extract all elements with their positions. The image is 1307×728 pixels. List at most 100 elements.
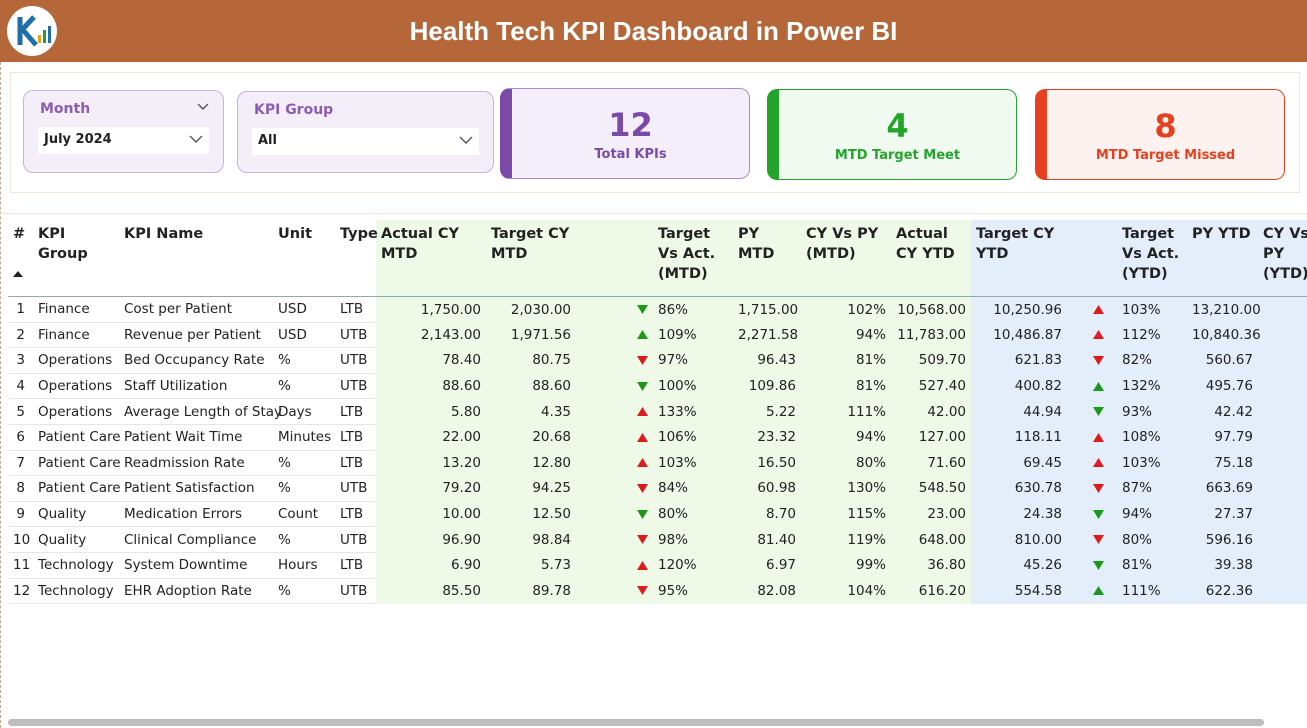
status-cell (576, 322, 653, 348)
column-header[interactable]: Target Vs Act. (YTD) (1117, 220, 1187, 297)
table-cell (1258, 373, 1307, 399)
table-cell (1258, 475, 1307, 502)
table-cell: LTB (335, 296, 376, 323)
table-row[interactable]: 1 Finance Cost per Patient USD LTB 1,750.00 2,… (8, 296, 1307, 323)
column-header[interactable]: Type (335, 220, 378, 297)
table-cell: 27.37 (1187, 501, 1258, 527)
column-header[interactable]: Target CY YTD (971, 220, 1067, 297)
column-header[interactable]: Target CY MTD (486, 220, 576, 297)
column-header[interactable]: Actual CY YTD (891, 220, 971, 297)
status-arrow (637, 381, 648, 391)
table-cell: Patient Care (33, 450, 121, 477)
status-cell (576, 347, 653, 374)
table-cell: 133% (653, 398, 733, 425)
table-cell: % (273, 475, 335, 502)
table-cell: Patient Care (33, 475, 121, 502)
table-cell: 109.86 (733, 373, 801, 399)
table-cell: 69.45 (971, 450, 1067, 476)
slicer: Month July 2024 (23, 90, 224, 173)
table-cell: % (273, 347, 335, 374)
column-header[interactable]: PY YTD (1187, 220, 1258, 297)
table-row[interactable]: 4 Operations Staff Utilization% UTB 88.60 88.… (8, 373, 1307, 400)
column-header[interactable]: Unit (273, 220, 335, 297)
status-cell (1067, 296, 1117, 323)
table-cell: 24.38 (971, 501, 1067, 527)
column-header[interactable]: # (8, 220, 33, 297)
table-cell: USD (273, 296, 335, 323)
table-cell: 13.20 (376, 450, 486, 476)
slicer-value: All (258, 133, 277, 148)
column-header[interactable]: CY Vs PY (YTD) (1258, 220, 1307, 297)
table-row[interactable]: 9 Quality Medication Errors Count LTB 10.00 12… (8, 501, 1307, 528)
column-header[interactable] (576, 220, 653, 297)
slicer-dropdown[interactable]: All (252, 128, 479, 155)
status-arrow (1093, 458, 1104, 468)
table-cell: 109% (653, 322, 733, 348)
table-cell: Bed Occupancy Rate (119, 347, 273, 374)
table-cell: USD (273, 322, 335, 349)
table-cell: 554.58 (971, 578, 1067, 604)
table-row[interactable]: 12 Technology EHR Adoption Rate% UTB 85.50 89… (8, 578, 1307, 605)
status-cell (576, 424, 653, 451)
table-cell: System Downtime (119, 552, 273, 579)
table-cell: Clinical Compliance (119, 526, 273, 553)
table-cell: 81% (801, 373, 891, 399)
table-cell: 622.36 (1187, 578, 1258, 604)
status-cell (576, 373, 653, 399)
table-cell: UTB (335, 475, 376, 502)
status-arrow (637, 586, 648, 596)
slicer: KPI Group All (237, 91, 494, 173)
table-cell: 99% (801, 552, 891, 579)
table-cell: 94% (801, 424, 891, 451)
table-row[interactable]: 7 Patient Care Readmission Rate% LTB 13.20 12… (8, 450, 1307, 477)
table-cell: 10,250.96 (971, 296, 1067, 323)
status-cell (1067, 322, 1117, 348)
table-cell: 2,143.00 (376, 322, 486, 348)
table-row[interactable]: 11 Technology System Downtime Hours LTB 6.90 5… (8, 552, 1307, 579)
column-header[interactable]: Target Vs Act. (MTD) (653, 220, 733, 297)
column-header[interactable] (1067, 220, 1117, 297)
table-cell: 596.16 (1187, 526, 1258, 553)
column-header[interactable]: Actual CY MTD (376, 220, 486, 297)
table-row[interactable]: 3 Operations Bed Occupancy Rate% UTB 78.40 80… (8, 347, 1307, 374)
table-cell: 648.00 (891, 526, 971, 553)
status-cell (576, 578, 653, 604)
table-cell: 78.40 (376, 347, 486, 374)
table-cell: Revenue per Patient (119, 322, 273, 349)
column-header[interactable]: CY Vs PY (MTD) (801, 220, 891, 297)
table-cell: % (273, 450, 335, 477)
table-cell: 80% (1117, 526, 1187, 553)
status-arrow (1093, 381, 1104, 391)
kpi-card-value: 12 (608, 106, 653, 144)
table-cell: 127.00 (891, 424, 971, 451)
column-header[interactable]: KPI Group (33, 220, 119, 297)
table-cell: 42.00 (891, 398, 971, 425)
table-row[interactable]: 10 Quality Clinical Compliance% UTB 96.90 98.… (8, 526, 1307, 553)
status-cell (1067, 526, 1117, 553)
table-cell: 75.18 (1187, 450, 1258, 476)
table-cell: 81% (1117, 552, 1187, 579)
table-row[interactable]: 6 Patient Care Patient Wait Time Minutes LTB… (8, 424, 1307, 451)
table-cell: Operations (33, 398, 119, 425)
table-cell: 103% (1117, 296, 1187, 323)
table-cell: Technology (33, 552, 119, 579)
table-cell: 621.83 (971, 347, 1067, 374)
table-row[interactable]: 8 Patient Care Patient Satisfaction% UTB 79.… (8, 475, 1307, 502)
table-cell: Readmission Rate (119, 450, 273, 477)
table-cell: 400.82 (971, 373, 1067, 399)
table-row[interactable]: 2 Finance Revenue per Patient USD UTB 2,143.0… (8, 322, 1307, 349)
slicer-dropdown[interactable]: July 2024 (38, 127, 209, 154)
slicer-label: Month (40, 101, 91, 117)
column-header[interactable]: PY MTD (733, 220, 801, 297)
table-cell (1258, 450, 1307, 476)
status-cell (576, 552, 653, 579)
horizontal-scrollbar[interactable] (8, 719, 1264, 726)
table-row[interactable]: 5 Operations Average Length of Stay Days LTB… (8, 398, 1307, 425)
table-cell (1258, 424, 1307, 451)
table-cell: 11,783.00 (891, 322, 971, 348)
table-cell: UTB (335, 578, 376, 605)
table-cell: UTB (335, 526, 376, 553)
table-cell: 115% (801, 501, 891, 527)
table-cell: 560.67 (1187, 347, 1258, 374)
column-header[interactable]: KPI Name (119, 220, 273, 297)
